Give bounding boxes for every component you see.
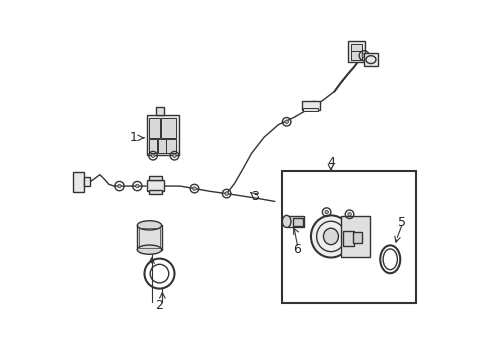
Bar [350,51,362,60]
Text: 6: 6 [293,243,301,256]
Text: 2: 2 [155,299,163,312]
Bar [137,225,162,249]
Bar [282,171,415,303]
Bar [147,115,179,155]
Bar [149,118,160,138]
Circle shape [312,104,315,108]
Text: 4: 4 [326,156,334,169]
Bar [350,44,362,51]
Circle shape [285,120,288,123]
Bar [84,177,90,186]
Circle shape [324,210,328,214]
Bar [292,218,302,226]
Circle shape [135,184,139,188]
Bar [364,53,377,66]
Circle shape [224,192,228,195]
Bar [303,108,317,111]
Bar [139,228,160,248]
Circle shape [347,212,350,216]
Bar [352,232,362,243]
Circle shape [361,54,366,58]
Bar [166,139,175,153]
Bar [347,41,365,62]
Bar [147,180,164,192]
Ellipse shape [137,221,162,230]
Text: 3: 3 [251,190,259,203]
Bar [286,216,303,227]
Bar [340,216,369,257]
Bar [161,118,176,138]
Circle shape [151,154,155,157]
Ellipse shape [323,228,338,245]
Bar [157,139,165,153]
Bar [301,101,319,110]
Circle shape [192,187,196,190]
Ellipse shape [282,215,290,228]
Circle shape [118,184,121,188]
Bar [156,107,164,115]
Bar [73,172,84,192]
Text: 5: 5 [397,216,405,229]
Circle shape [172,154,176,157]
Text: 1: 1 [129,131,137,144]
Bar [149,139,157,153]
Bar [342,231,353,247]
Bar [148,176,162,180]
Ellipse shape [137,245,162,254]
Ellipse shape [310,215,350,257]
Bar [148,190,162,194]
